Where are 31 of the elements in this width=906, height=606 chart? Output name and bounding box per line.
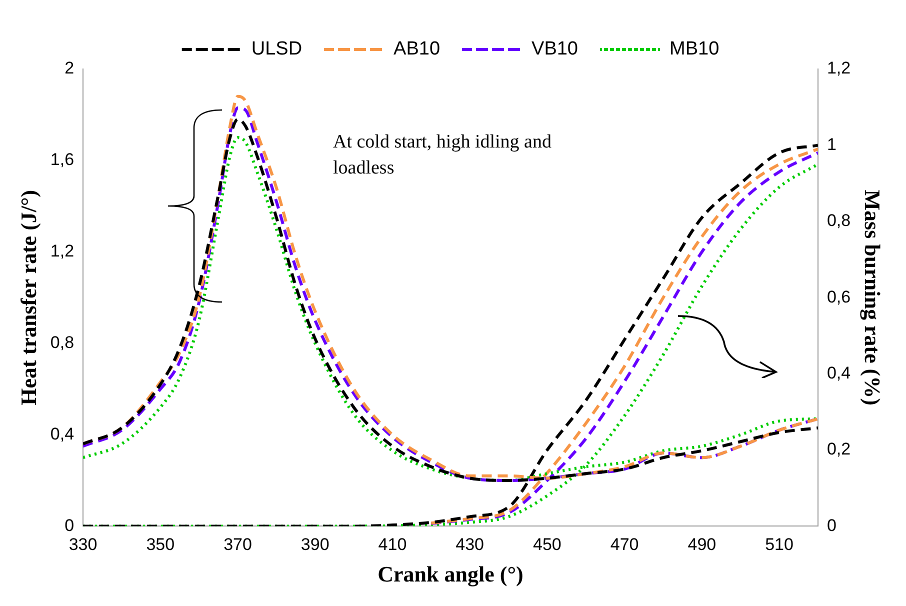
x-tick-label: 330 bbox=[68, 535, 98, 554]
x-tick-label: 470 bbox=[610, 535, 639, 554]
y2-axis-title: Mass burning rate (%) bbox=[860, 190, 886, 406]
legend-label: VB10 bbox=[532, 38, 578, 60]
x-tick-label: 410 bbox=[378, 535, 407, 554]
y-tick-label: 0,8 bbox=[50, 333, 74, 352]
y2-tick-label: 0 bbox=[826, 516, 836, 535]
y-tick-label: 1,6 bbox=[50, 150, 74, 170]
y2-tick-label: 1,2 bbox=[826, 58, 851, 78]
legend-label: MB10 bbox=[670, 38, 720, 60]
y-tick-label: 0,4 bbox=[50, 424, 74, 444]
legend-label: AB10 bbox=[394, 38, 440, 60]
legend-label: ULSD bbox=[251, 38, 302, 60]
x-tick-label: 490 bbox=[688, 535, 716, 554]
y2-tick-label: 0,2 bbox=[826, 440, 851, 459]
y2-tick-label: 0,6 bbox=[826, 287, 851, 306]
y-tick-label: 1,2 bbox=[50, 242, 74, 261]
x-tick-label: 510 bbox=[765, 535, 794, 554]
x-tick-label: 390 bbox=[300, 535, 330, 554]
x-tick-label: 350 bbox=[146, 535, 175, 554]
y-tick-label: 2 bbox=[64, 58, 74, 78]
y2-tick-label: 0,4 bbox=[826, 363, 851, 382]
y-tick-label: 0 bbox=[64, 516, 74, 535]
annotation: At cold start, high idling and loadless bbox=[333, 131, 552, 178]
x-tick-label: 370 bbox=[224, 535, 252, 554]
y-axis-title: Heat transfer rate (J/°) bbox=[16, 190, 41, 406]
x-axis-title: Crank angle (°) bbox=[378, 561, 524, 586]
y2-tick-label: 1 bbox=[826, 134, 836, 154]
y2-tick-label: 0,8 bbox=[826, 211, 851, 230]
x-tick-label: 450 bbox=[533, 535, 562, 554]
x-tick-label: 430 bbox=[456, 535, 484, 554]
